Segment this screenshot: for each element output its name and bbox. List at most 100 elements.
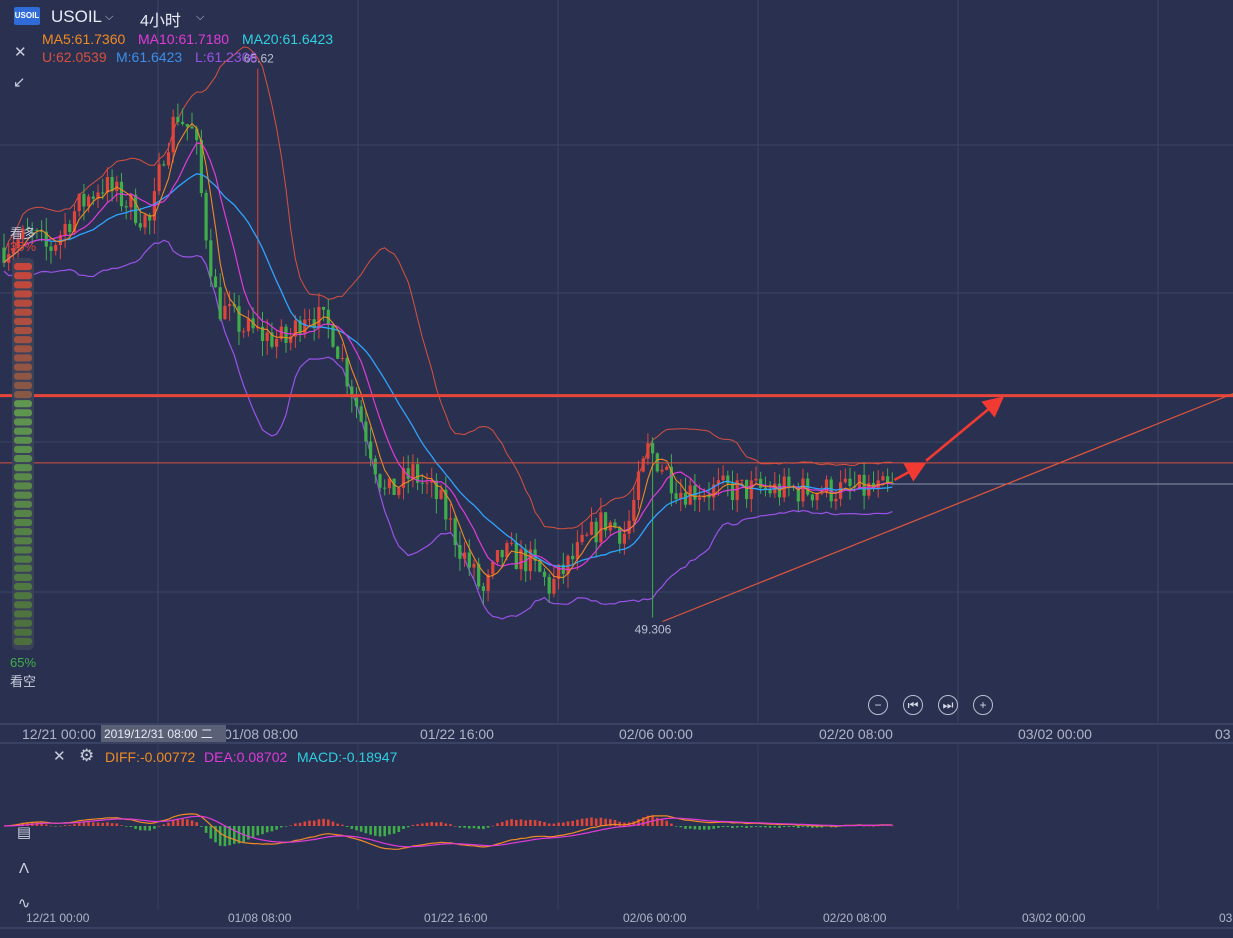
bull-segment	[14, 281, 32, 289]
candle-body	[373, 458, 377, 475]
macd-bar	[200, 826, 203, 827]
macd-x-axis-label: 02/20 08:00	[823, 911, 887, 925]
collapse-icon[interactable]: ↙	[13, 74, 26, 91]
trend-line[interactable]	[662, 393, 1233, 623]
bear-segment	[14, 610, 32, 618]
candle-body	[801, 478, 805, 502]
candle-body	[77, 194, 81, 212]
candle-body	[707, 495, 711, 498]
candle-body	[345, 358, 349, 387]
macd-bar	[303, 821, 307, 826]
ma20-readout: MA20:61.6423	[242, 31, 334, 47]
candle-body	[101, 192, 105, 194]
macd-bar	[425, 822, 429, 826]
macd-bar	[787, 826, 791, 827]
bear-segment	[14, 619, 32, 627]
macd-bar	[82, 822, 86, 826]
bull-segment	[14, 381, 32, 389]
timeframe-selector[interactable]: 4小时	[140, 13, 181, 30]
macd-bar	[134, 826, 137, 829]
macd-bar	[350, 826, 354, 829]
zoom-in-button[interactable]: +	[973, 695, 993, 715]
macd-bar	[670, 823, 673, 826]
x-axis-label: 02/06 00:00	[619, 726, 693, 742]
candle-body	[322, 307, 326, 310]
drawing-tool-icon[interactable]: Λ	[18, 860, 30, 877]
bear-segment	[14, 546, 32, 554]
candle-body	[486, 574, 490, 591]
candle-body	[397, 487, 401, 496]
candle-body	[54, 245, 58, 251]
macd-bar	[745, 826, 748, 828]
macd-bar	[773, 826, 777, 828]
scroll-start-button[interactable]: ⏮	[903, 695, 923, 715]
macd-bar	[717, 826, 720, 828]
candle-body	[594, 521, 598, 543]
macd-bar	[674, 826, 678, 827]
macd-bar	[764, 826, 767, 828]
macd-bar	[486, 826, 490, 828]
candle-body	[618, 527, 622, 544]
forecast-arrow-up[interactable]	[925, 396, 1005, 462]
candle-body	[190, 126, 194, 129]
macd-x-axis-label: 02/06 00:00	[623, 911, 687, 925]
macd-bar	[538, 821, 542, 826]
candle-body	[439, 489, 443, 499]
chevron-down-icon[interactable]: ⌵	[196, 11, 205, 23]
bear-segment	[14, 482, 32, 490]
bear-segment	[14, 409, 32, 417]
candlestick-series	[2, 68, 894, 618]
macd-bar	[458, 826, 462, 828]
candle-body	[698, 497, 702, 500]
wave-tool-icon[interactable]: ∿	[17, 895, 31, 912]
macd-bar	[604, 818, 607, 826]
candle-body	[72, 211, 77, 232]
zoom-out-button[interactable]: −	[868, 695, 888, 715]
macd-x-axis-label: 03	[1219, 911, 1233, 925]
macd-bar	[801, 826, 805, 827]
candle-body	[336, 346, 340, 359]
macd-bar	[496, 823, 499, 826]
candle-body	[810, 494, 814, 501]
candle-body	[25, 228, 30, 230]
macd-bar	[500, 822, 504, 826]
macd-bar	[364, 826, 368, 834]
candle-body	[604, 512, 608, 531]
macd-bar	[703, 826, 706, 830]
bull-segment	[14, 290, 32, 298]
candle-body	[552, 579, 556, 594]
macd-bar	[73, 824, 76, 826]
macd-bar	[190, 820, 194, 826]
candle-body	[665, 466, 669, 470]
scroll-end-button[interactable]: ⏭	[938, 695, 958, 715]
gear-icon[interactable]: ⚙	[79, 746, 95, 765]
candle-body	[636, 471, 641, 500]
close-macd-icon[interactable]: ✕	[53, 748, 66, 765]
forecast-arrow-down[interactable]	[893, 462, 927, 482]
candle-body	[129, 194, 133, 208]
macd-bar	[820, 826, 824, 828]
bear-segment	[14, 473, 32, 481]
macd-diff-readout: DIFF:-0.00772	[105, 749, 196, 765]
candle-body	[68, 224, 72, 232]
candle-body	[542, 571, 547, 577]
candle-body	[787, 476, 791, 487]
candle-body	[834, 498, 838, 502]
candle-body	[340, 358, 344, 359]
macd-diff-line	[3, 813, 893, 850]
symbol-selector[interactable]: USOIL	[51, 7, 103, 26]
macd-bar	[524, 820, 527, 826]
candle-body	[171, 116, 175, 153]
user-drawings[interactable]	[0, 393, 1233, 623]
chevron-down-icon[interactable]: ⌵	[105, 11, 114, 23]
candle-body	[820, 492, 824, 494]
candle-body	[40, 230, 44, 232]
bull-percent: 35%	[10, 239, 37, 254]
candle-body	[148, 215, 152, 221]
macd-bar	[251, 826, 255, 838]
indicator-tool-icon[interactable]: ▤	[16, 824, 32, 841]
macd-bar	[355, 826, 358, 831]
close-icon[interactable]: ✕	[14, 44, 27, 61]
macd-bar	[599, 817, 603, 826]
